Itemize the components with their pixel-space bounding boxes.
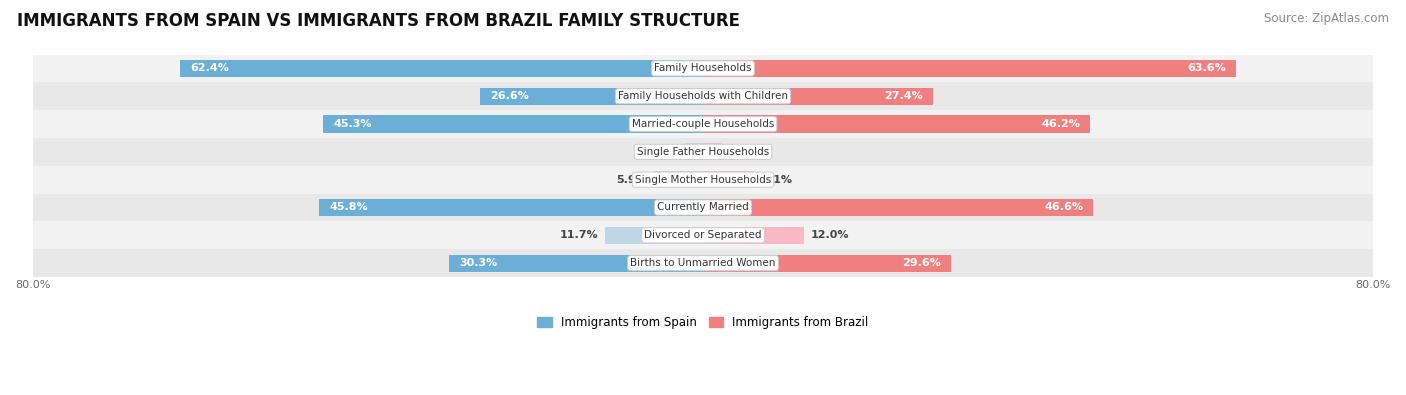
Legend: Immigrants from Spain, Immigrants from Brazil: Immigrants from Spain, Immigrants from B… — [533, 311, 873, 333]
Bar — [32, 138, 1374, 166]
Text: 45.8%: 45.8% — [329, 203, 368, 213]
Text: Single Mother Households: Single Mother Households — [636, 175, 770, 185]
Text: 5.9%: 5.9% — [616, 175, 647, 185]
Bar — [703, 171, 754, 188]
Bar — [319, 199, 703, 216]
Bar — [685, 143, 703, 160]
Text: Family Households: Family Households — [654, 64, 752, 73]
Text: IMMIGRANTS FROM SPAIN VS IMMIGRANTS FROM BRAZIL FAMILY STRUCTURE: IMMIGRANTS FROM SPAIN VS IMMIGRANTS FROM… — [17, 12, 740, 30]
Text: Currently Married: Currently Married — [657, 203, 749, 213]
Bar — [32, 82, 1374, 110]
Bar — [323, 115, 703, 133]
Bar — [654, 171, 703, 188]
Bar — [703, 254, 950, 272]
Bar — [605, 227, 703, 244]
Text: Single Father Households: Single Father Households — [637, 147, 769, 157]
Text: Family Households with Children: Family Households with Children — [619, 91, 787, 101]
Bar — [703, 88, 932, 105]
Text: 63.6%: 63.6% — [1187, 64, 1226, 73]
Text: 2.1%: 2.1% — [648, 147, 679, 157]
Bar — [180, 60, 703, 77]
Text: Births to Unmarried Women: Births to Unmarried Women — [630, 258, 776, 268]
Bar — [703, 199, 1094, 216]
Bar — [32, 55, 1374, 82]
Bar — [32, 222, 1374, 249]
Text: 46.2%: 46.2% — [1042, 119, 1080, 129]
Bar — [479, 88, 703, 105]
Bar — [32, 249, 1374, 277]
Text: 2.2%: 2.2% — [728, 147, 759, 157]
Bar — [703, 60, 1236, 77]
Text: 26.6%: 26.6% — [491, 91, 529, 101]
Text: 11.7%: 11.7% — [560, 230, 599, 240]
Bar — [32, 166, 1374, 194]
Text: 6.1%: 6.1% — [761, 175, 792, 185]
Text: 45.3%: 45.3% — [333, 119, 373, 129]
Text: 12.0%: 12.0% — [810, 230, 849, 240]
Text: Divorced or Separated: Divorced or Separated — [644, 230, 762, 240]
Text: Married-couple Households: Married-couple Households — [631, 119, 775, 129]
Bar — [703, 227, 804, 244]
Text: Source: ZipAtlas.com: Source: ZipAtlas.com — [1264, 12, 1389, 25]
Text: 62.4%: 62.4% — [190, 64, 229, 73]
Bar — [32, 110, 1374, 138]
Text: 46.6%: 46.6% — [1045, 203, 1084, 213]
Bar — [703, 143, 721, 160]
Bar — [32, 194, 1374, 222]
Bar — [703, 115, 1090, 133]
Bar — [449, 254, 703, 272]
Text: 27.4%: 27.4% — [884, 91, 922, 101]
Text: 29.6%: 29.6% — [903, 258, 941, 268]
Text: 30.3%: 30.3% — [460, 258, 498, 268]
